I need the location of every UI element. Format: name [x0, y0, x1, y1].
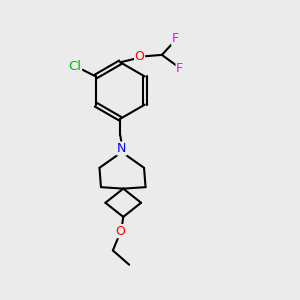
Text: O: O [115, 225, 125, 238]
Text: Cl: Cl [68, 59, 82, 73]
Text: F: F [172, 32, 179, 45]
Text: O: O [135, 50, 145, 63]
Text: F: F [176, 62, 183, 75]
Text: N: N [117, 142, 127, 155]
